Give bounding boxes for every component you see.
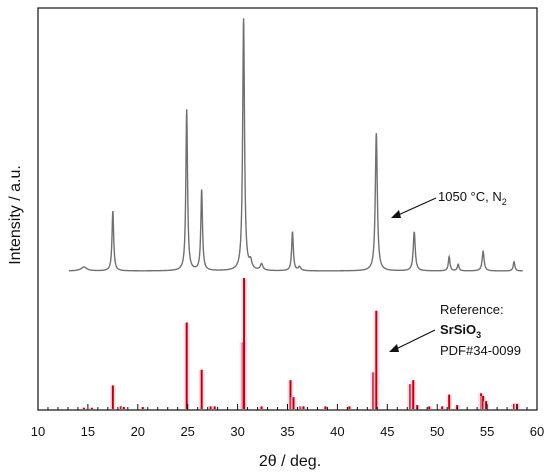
x-tick-label: 35 bbox=[280, 424, 294, 439]
sample-annotation: 1050 °C, N2 bbox=[391, 189, 507, 218]
reference-label: Reference: bbox=[440, 302, 504, 317]
svg-text:SrSiO3: SrSiO3 bbox=[440, 322, 481, 340]
y-axis-title: Intensity / a.u. bbox=[7, 165, 24, 265]
sample-label: 1050 °C, N bbox=[438, 189, 502, 204]
reference-arrow-head bbox=[389, 344, 399, 352]
reference-arrow-line bbox=[393, 329, 436, 351]
x-tick-label: 30 bbox=[230, 424, 244, 439]
x-axis-ticks: 10 15 20 25 30 35 40 45 50 55 60 bbox=[31, 404, 544, 439]
reference-pdf-number: PDF#34-0099 bbox=[440, 343, 521, 358]
sample-arrow-head bbox=[391, 210, 401, 218]
reference-formula-subscript: 3 bbox=[476, 330, 481, 340]
x-tick-label: 60 bbox=[530, 424, 544, 439]
measured-pattern-line bbox=[68, 18, 523, 272]
x-tick-label: 55 bbox=[480, 424, 494, 439]
reference-sticks-group bbox=[80, 278, 521, 410]
x-tick-label: 45 bbox=[380, 424, 394, 439]
x-tick-label: 10 bbox=[31, 424, 45, 439]
x-tick-label: 50 bbox=[430, 424, 444, 439]
sample-arrow-line bbox=[395, 197, 437, 217]
measured-pattern-group bbox=[68, 18, 523, 272]
x-axis-title: 2θ / deg. bbox=[259, 453, 321, 470]
x-tick-label: 25 bbox=[180, 424, 194, 439]
x-tick-label: 20 bbox=[131, 424, 145, 439]
reference-annotation: Reference: SrSiO3 PDF#34-0099 bbox=[389, 302, 521, 358]
reference-formula: SrSiO bbox=[440, 322, 476, 337]
sample-label-subscript: 2 bbox=[502, 197, 507, 207]
x-tick-label: 40 bbox=[330, 424, 344, 439]
x-tick-label: 15 bbox=[81, 424, 95, 439]
svg-text:1050 °C, N2: 1050 °C, N2 bbox=[438, 189, 507, 207]
